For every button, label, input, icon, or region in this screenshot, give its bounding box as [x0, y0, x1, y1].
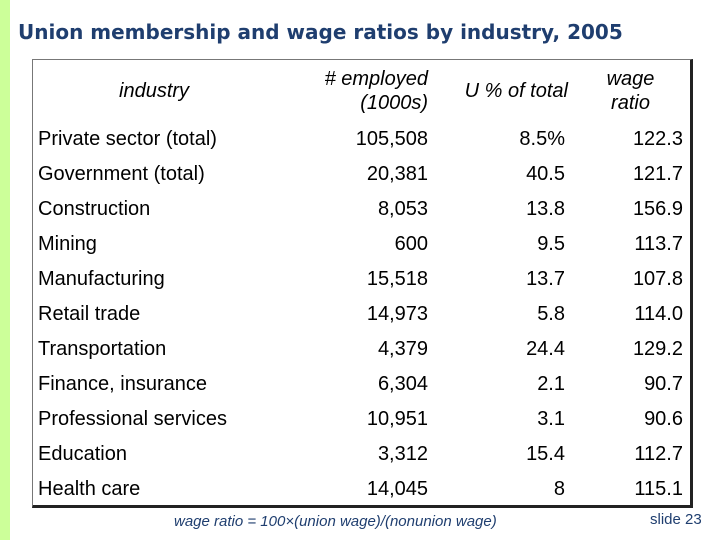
table-row: Transportation 4,379 24.4 129.2	[33, 332, 691, 367]
wage-ratio-footnote: wage ratio = 100×(union wage)/(nonunion …	[174, 513, 497, 530]
cell-wage-ratio: 113.7	[634, 233, 683, 255]
header-employed: # employed (1000s)	[292, 60, 432, 122]
cell-union-pct: 3.1	[537, 408, 565, 430]
cell-wage-ratio: 107.8	[632, 268, 683, 290]
cell-union-pct: 15.4	[526, 443, 565, 465]
cell-employed: 15,518	[366, 268, 428, 290]
cell-employed: 600	[394, 233, 428, 255]
table-row: Health care 14,045 8 115.1	[33, 472, 691, 507]
cell-industry: Government (total)	[38, 163, 205, 185]
cell-industry: Professional services	[38, 408, 227, 430]
table-row: Government (total) 20,381 40.5 121.7	[33, 157, 691, 192]
cell-union-pct: 8.5%	[519, 128, 565, 150]
cell-employed: 3,312	[377, 443, 428, 465]
header-industry: industry	[119, 80, 190, 102]
cell-union-pct: 24.4	[526, 338, 565, 360]
cell-employed: 8,053	[377, 198, 428, 220]
table-row: Retail trade 14,973 5.8 114.0	[33, 297, 691, 332]
cell-union-pct: 13.8	[526, 198, 565, 220]
cell-wage-ratio: 129.2	[632, 338, 683, 360]
cell-union-pct: 5.8	[537, 303, 565, 325]
cell-employed: 10,951	[366, 408, 428, 430]
header-wage-ratio: wage ratio	[570, 60, 691, 122]
header-employed-line1: # employed	[324, 68, 428, 90]
cell-employed: 14,045	[366, 478, 428, 500]
cell-industry: Retail trade	[38, 303, 141, 325]
cell-employed: 4,379	[377, 338, 428, 360]
cell-union-pct: 13.7	[526, 268, 565, 290]
cell-employed: 6,304	[377, 373, 428, 395]
header-employed-line2: (1000s)	[360, 92, 428, 114]
cell-industry: Private sector (total)	[38, 128, 217, 150]
table-row: Mining 600 9.5 113.7	[33, 227, 691, 262]
cell-wage-ratio: 122.3	[632, 128, 683, 150]
table-row: Private sector (total) 105,508 8.5% 122.3	[33, 122, 691, 157]
cell-wage-ratio: 121.7	[632, 163, 683, 185]
cell-industry: Transportation	[38, 338, 167, 360]
cell-union-pct: 8	[553, 478, 565, 500]
data-table-frame: industry # employed (1000s) U % of total…	[32, 59, 693, 508]
cell-wage-ratio: 114.0	[634, 303, 683, 325]
cell-employed: 20,381	[366, 163, 428, 185]
cell-industry: Education	[38, 443, 127, 465]
slide-number: slide 23	[650, 511, 702, 528]
cell-industry: Manufacturing	[38, 268, 165, 290]
cell-employed: 105,508	[355, 128, 428, 150]
cell-wage-ratio: 112.7	[634, 443, 683, 465]
cell-wage-ratio: 156.9	[632, 198, 683, 220]
cell-industry: Mining	[38, 233, 97, 255]
table-header-row: industry # employed (1000s) U % of total…	[33, 60, 691, 122]
header-union-pct: U % of total	[464, 80, 568, 102]
table-row: Finance, insurance 6,304 2.1 90.7	[33, 367, 691, 402]
left-accent-band	[0, 0, 10, 540]
table-row: Education 3,312 15.4 112.7	[33, 437, 691, 472]
table-row: Construction 8,053 13.8 156.9	[33, 192, 691, 227]
table-row: Professional services 10,951 3.1 90.6	[33, 402, 691, 437]
slide-title: Union membership and wage ratios by indu…	[18, 20, 623, 44]
cell-wage-ratio: 115.1	[634, 478, 683, 500]
cell-wage-ratio: 90.6	[644, 408, 683, 430]
cell-industry: Health care	[38, 478, 141, 500]
cell-industry: Construction	[38, 198, 151, 220]
union-membership-table: industry # employed (1000s) U % of total…	[33, 60, 691, 507]
cell-industry: Finance, insurance	[38, 373, 207, 395]
cell-employed: 14,973	[366, 303, 428, 325]
header-wage-line1: wage	[606, 68, 655, 90]
cell-union-pct: 9.5	[537, 233, 565, 255]
cell-union-pct: 40.5	[526, 163, 565, 185]
cell-union-pct: 2.1	[537, 373, 565, 395]
header-wage-line2: ratio	[611, 92, 650, 114]
cell-wage-ratio: 90.7	[644, 373, 683, 395]
table-body: Private sector (total) 105,508 8.5% 122.3 G…	[33, 122, 691, 507]
table-row: Manufacturing 15,518 13.7 107.8	[33, 262, 691, 297]
